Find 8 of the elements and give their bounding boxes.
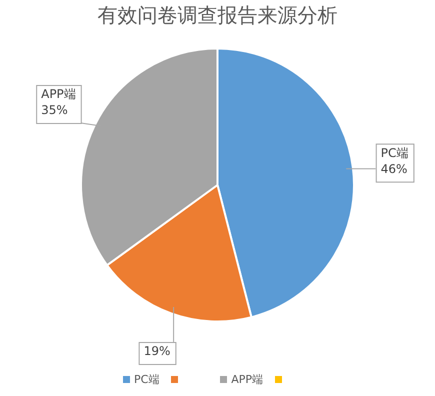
legend-label: APP端	[231, 372, 264, 387]
data-label: 46%	[380, 162, 408, 176]
slice-label: PC端	[380, 146, 408, 160]
legend-label: PC端	[134, 372, 160, 387]
data-label: 35%	[41, 103, 68, 118]
data-label: 19%	[144, 344, 170, 358]
slice-label: APP端	[41, 87, 76, 102]
chart-title: 有效问卷调查报告来源分析	[96, 2, 338, 29]
